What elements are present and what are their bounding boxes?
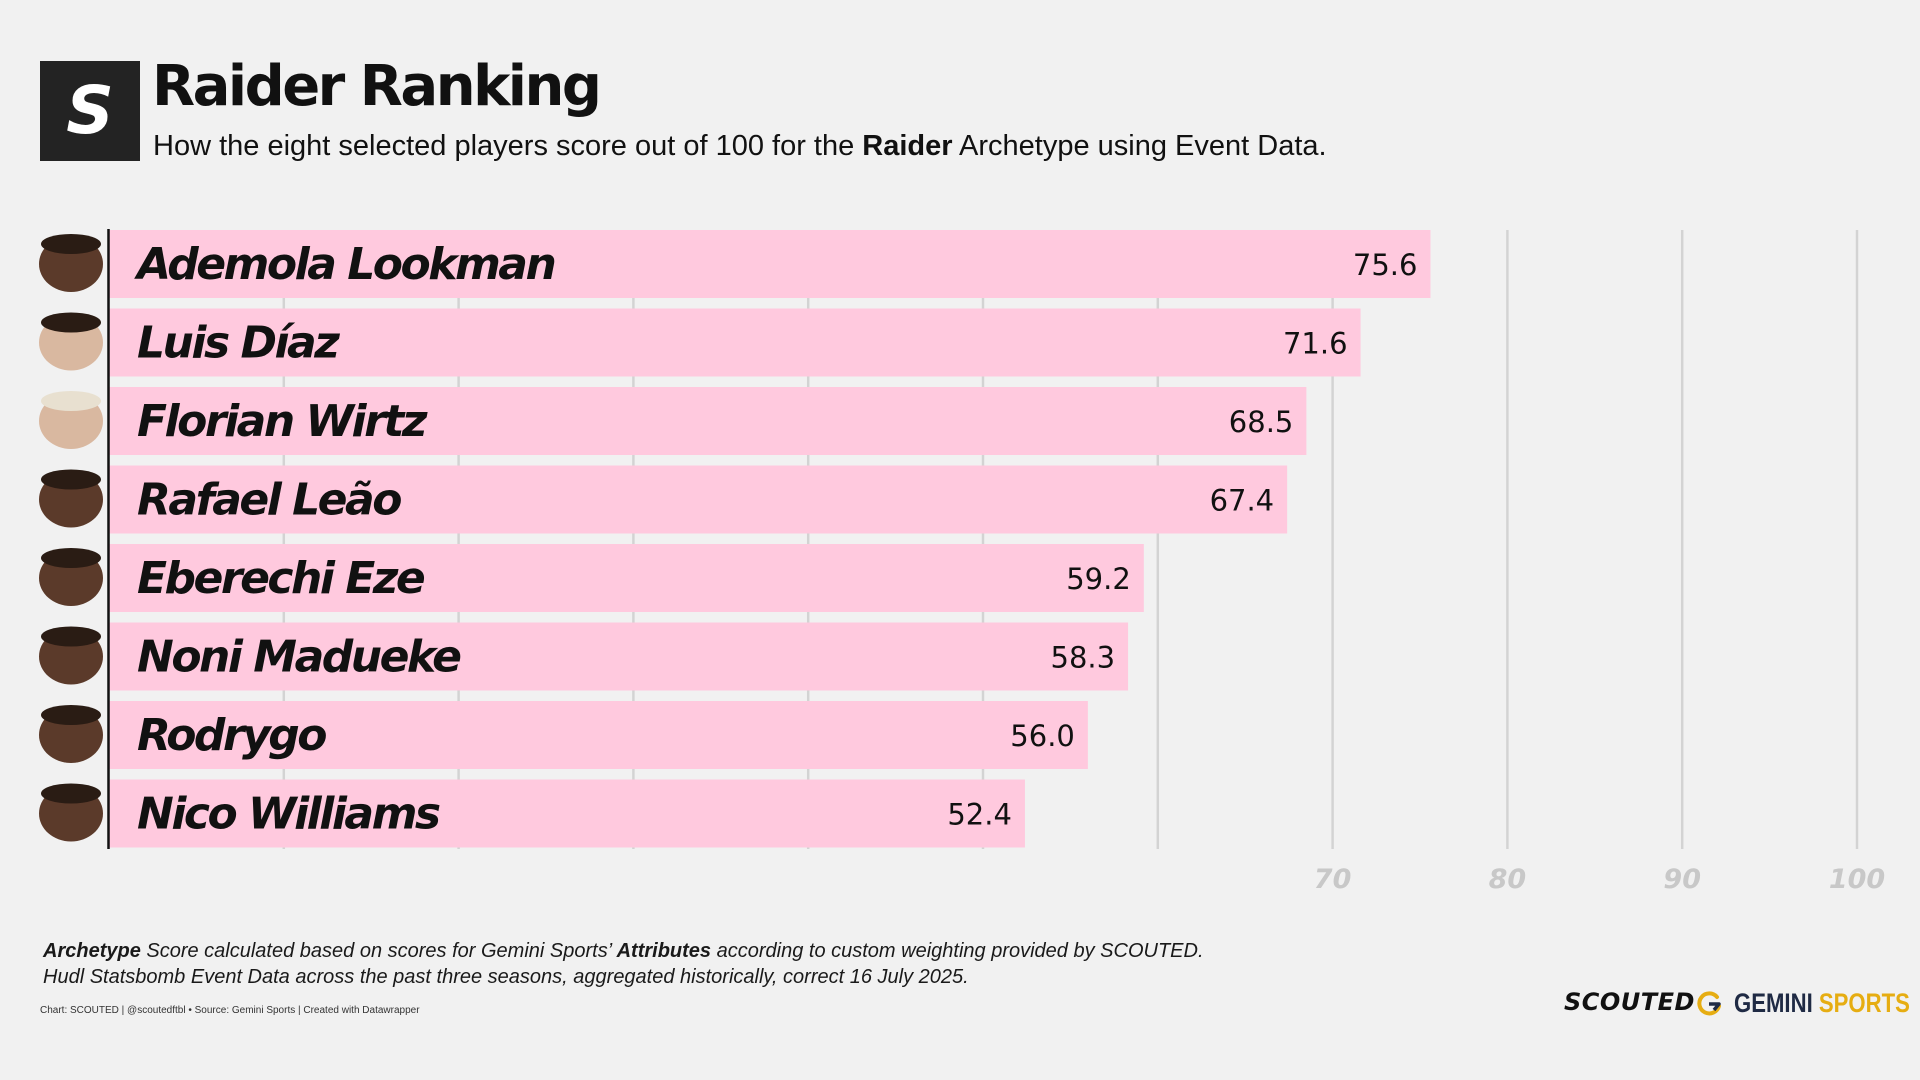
bar-ademola-lookman bbox=[109, 230, 1431, 298]
gemini-sports-icon bbox=[1697, 991, 1721, 1016]
scouted-wordmark: SCOUTED bbox=[1564, 988, 1695, 1016]
note-archetype: Archetype bbox=[43, 940, 141, 962]
subtitle-text-start: How the eight selected players score out… bbox=[153, 130, 863, 162]
bar-label-noni-madueke: Noni Madueke bbox=[137, 632, 461, 683]
sports-word: SPORTS bbox=[1818, 988, 1910, 1018]
value-label-ademola-lookman: 75.6 bbox=[1353, 248, 1418, 282]
value-label-nico-williams: 52.4 bbox=[947, 798, 1012, 832]
player-photos bbox=[39, 234, 103, 842]
subtitle-text-end: Archetype using Event Data. bbox=[952, 130, 1327, 162]
player-photo-eberechi-eze bbox=[39, 548, 103, 606]
x-axis-ticks: 70 80 90 100 bbox=[1314, 864, 1885, 895]
bar-label-eberechi-eze: Eberechi Eze bbox=[137, 553, 425, 604]
value-label-florian-wirtz: 68.5 bbox=[1229, 405, 1294, 439]
chart-title: Raider Ranking bbox=[152, 54, 602, 119]
player-photo-rodrygo bbox=[39, 705, 103, 763]
player-photo-noni-madueke bbox=[39, 626, 103, 685]
player-photo-florian-wirtz bbox=[39, 391, 103, 449]
tick-label-90: 90 bbox=[1663, 864, 1701, 895]
player-photo-rafael-leao bbox=[39, 469, 103, 528]
bars-layer: Ademola Lookman 75.6 Luis Díaz 71.6 Florian … bbox=[109, 230, 1431, 848]
value-label-rafael-leao: 67.4 bbox=[1210, 484, 1275, 518]
bar-label-luis-diaz: Luis Díaz bbox=[137, 318, 340, 369]
gemini-word: GEMINI bbox=[1734, 988, 1813, 1018]
note-text-a: Score calculated based on scores for Gem… bbox=[140, 940, 617, 962]
subtitle-archetype: Raider bbox=[862, 130, 953, 162]
chart-subtitle: How the eight selected players score out… bbox=[153, 130, 1327, 163]
value-label-eberechi-eze: 59.2 bbox=[1066, 562, 1131, 596]
player-photo-ademola-lookman bbox=[39, 234, 103, 292]
note-text-b: according to custom weighting provided b… bbox=[711, 940, 1204, 962]
bar-label-rodrygo: Rodrygo bbox=[137, 710, 326, 761]
bar-label-nico-williams: Nico Williams bbox=[137, 789, 440, 840]
bar-noni-madueke bbox=[109, 622, 1129, 691]
bar-label-rafael-leao: Rafael Leão bbox=[137, 475, 401, 526]
tick-label-70: 70 bbox=[1314, 864, 1352, 895]
gemini-sports-wordmark: GEMINI SPORTS bbox=[1734, 988, 1910, 1019]
chart-credit: Chart: SCOUTED | @scoutedftbl • Source: … bbox=[40, 1005, 420, 1016]
bar-rodrygo bbox=[109, 701, 1088, 769]
footnote-line-2: Hudl Statsbomb Event Data across the pas… bbox=[43, 966, 969, 988]
bar-nico-williams bbox=[109, 779, 1025, 848]
footnote-line-1: Archetype Score calculated based on scor… bbox=[43, 938, 1204, 964]
bar-label-ademola-lookman: Ademola Lookman bbox=[134, 239, 555, 290]
bar-luis-diaz bbox=[109, 308, 1361, 377]
bar-chart: Ademola Lookman 75.6 Luis Díaz 71.6 Florian … bbox=[39, 229, 1885, 895]
footnote: Archetype Score calculated based on scor… bbox=[43, 938, 1204, 990]
player-photo-luis-diaz bbox=[39, 312, 103, 371]
value-label-noni-madueke: 58.3 bbox=[1051, 641, 1116, 675]
bar-eberechi-eze bbox=[109, 544, 1144, 612]
bar-rafael-leao bbox=[109, 465, 1288, 534]
bar-label-florian-wirtz: Florian Wirtz bbox=[137, 396, 428, 447]
bar-florian-wirtz bbox=[109, 387, 1307, 455]
note-attributes: Attributes bbox=[616, 940, 712, 962]
scouted-logo-box: S bbox=[40, 61, 140, 161]
player-photo-nico-williams bbox=[39, 783, 103, 842]
value-label-rodrygo: 56.0 bbox=[1010, 719, 1075, 753]
tick-label-80: 80 bbox=[1489, 864, 1527, 895]
tick-label-100: 100 bbox=[1829, 864, 1885, 895]
scouted-logo-letter: S bbox=[66, 72, 114, 149]
value-label-luis-diaz: 71.6 bbox=[1283, 327, 1348, 361]
